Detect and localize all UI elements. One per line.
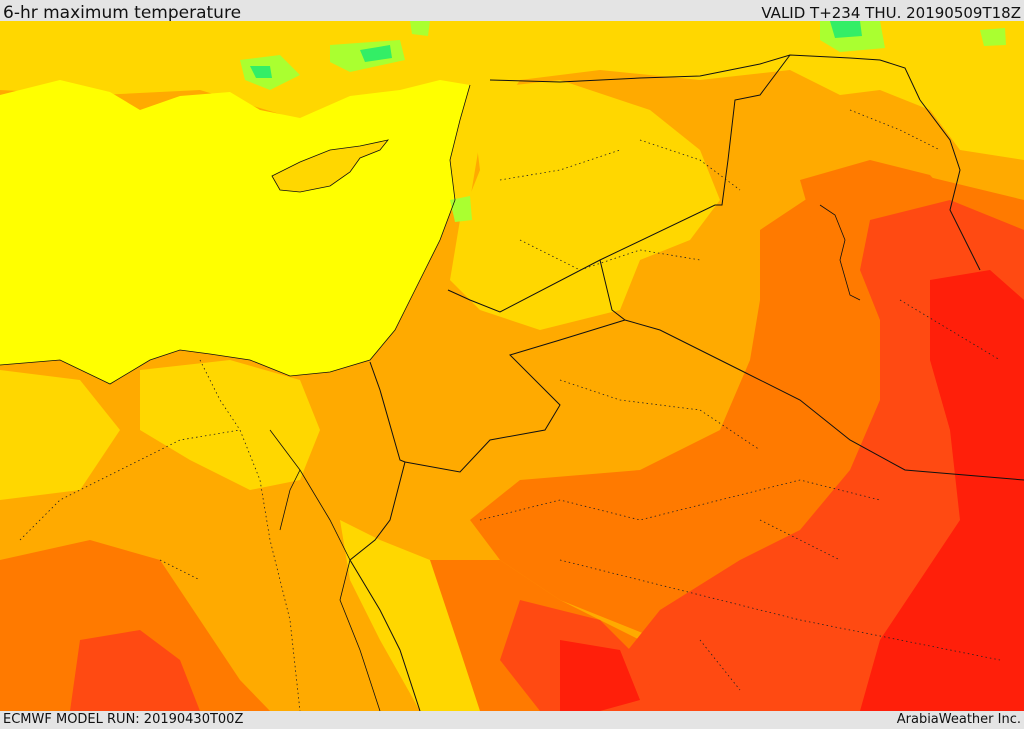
cool-patch-9 <box>980 28 1006 46</box>
zone-mild-levant <box>450 80 720 330</box>
temperature-map <box>0 21 1024 711</box>
map-title: 6-hr maximum temperature <box>3 3 242 23</box>
coastlines <box>0 84 861 711</box>
zone-extreme-gulf <box>860 270 1024 711</box>
zone-very-hot-africa <box>70 630 200 711</box>
header-bar: 6-hr maximum temperature VALID T+234 THU… <box>0 0 1024 23</box>
cool-patch-8 <box>450 196 472 222</box>
zone-mild-egypt <box>140 360 320 490</box>
model-run-label: ECMWF MODEL RUN: 20190430T00Z <box>3 712 244 727</box>
province-borders <box>19 109 1001 711</box>
credit-label: ArabiaWeather Inc. <box>896 712 1021 727</box>
zone-mild-west <box>0 370 120 500</box>
cyprus-island <box>271 139 390 193</box>
zone-hot-africa <box>0 540 270 711</box>
cool-patch-6 <box>830 21 862 38</box>
cool-patch-4 <box>360 45 392 62</box>
cool-patch-2 <box>250 66 272 78</box>
zone-extreme-south <box>560 640 640 711</box>
valid-time: VALID T+234 THU. 20190509T18Z <box>761 4 1021 22</box>
cool-patch-7 <box>410 21 430 36</box>
footer-bar: ECMWF MODEL RUN: 20190430T00Z ArabiaWeat… <box>0 711 1024 729</box>
